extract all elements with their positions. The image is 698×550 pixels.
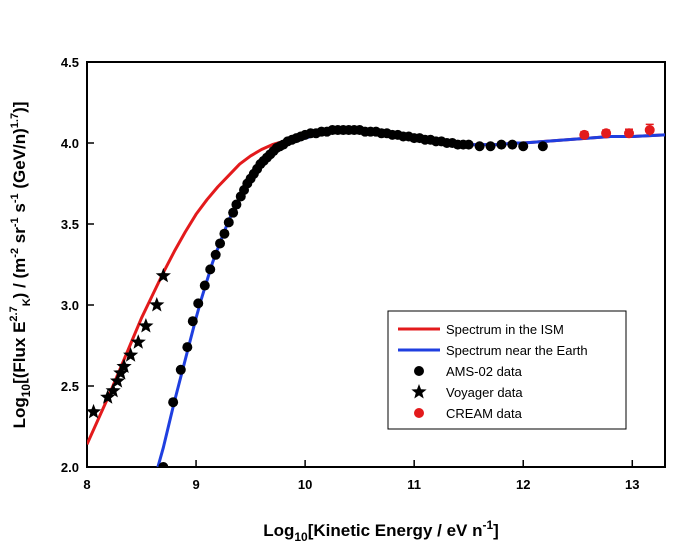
- plot-border: [86, 61, 666, 468]
- x-tick-label: 10: [298, 477, 312, 492]
- legend-label: Spectrum in the ISM: [446, 322, 564, 337]
- cream-data-point: [579, 129, 590, 140]
- ams02-data-point: [199, 280, 210, 291]
- legend-star-swatch: [411, 384, 427, 399]
- cream-data-point: [624, 128, 635, 139]
- ams02-data-point: [518, 141, 529, 152]
- x-tick-label: 13: [625, 477, 639, 492]
- legend-label: Spectrum near the Earth: [446, 343, 588, 358]
- y-axis-title: Log10[(Flux E2.7K) / (m-2 sr-1 s-1 (GeV/…: [8, 102, 33, 429]
- y-title-sup: 2.7: [8, 306, 20, 321]
- x-tick-label: 8: [83, 477, 90, 492]
- x-axis: 8 9 10 11 12 13: [83, 460, 640, 492]
- y-title-sup: 1.7: [9, 113, 21, 128]
- ams02-data-point: [223, 217, 234, 228]
- x-title-suffix: ]: [493, 521, 499, 540]
- ams02-data-point: [219, 228, 230, 239]
- voyager-data-point: [100, 389, 116, 404]
- voyager-data-point: [116, 358, 132, 374]
- legend-label: CREAM data: [446, 406, 523, 421]
- ams02-data-point: [228, 207, 239, 218]
- ams02-data-point: [182, 342, 193, 353]
- legend-label: AMS-02 data: [446, 364, 523, 379]
- y-title-sup: -2: [9, 248, 21, 258]
- voyager-data-point: [155, 267, 171, 283]
- ams02-data-point: [231, 199, 242, 210]
- x-title-prefix: Log: [263, 521, 294, 540]
- y-title-sub: 10: [19, 384, 33, 398]
- y-tick-label: 3.5: [61, 217, 79, 232]
- y-title-part: (GeV/n): [10, 128, 29, 193]
- y-title-part: sr: [10, 227, 29, 248]
- voyager-data-point: [149, 297, 165, 312]
- y-title-sup: -1: [9, 217, 21, 227]
- voyager-data-point: [138, 318, 154, 333]
- ams02-data-point: [474, 141, 485, 152]
- plot-frame: [86, 61, 666, 468]
- ams02-data-point: [168, 397, 179, 408]
- ams02-data-point: [507, 139, 518, 150]
- y-title-part: )]: [10, 102, 29, 113]
- ams02-data-point: [537, 141, 548, 152]
- y-tick-label: 2.0: [61, 460, 79, 475]
- y-tick-label: 4.5: [61, 55, 79, 70]
- y-title-part: s: [10, 203, 29, 217]
- ams02-data-point: [210, 249, 221, 260]
- y-title-sub: K: [21, 298, 33, 306]
- x-tick-label: 11: [407, 477, 421, 492]
- y-tick-label: 3.0: [61, 298, 79, 313]
- voyager-data-point: [87, 403, 102, 419]
- y-title-part: Log: [10, 397, 29, 428]
- legend-box: [387, 310, 627, 430]
- y-title-sup: -1: [9, 193, 21, 203]
- ams02-data-point: [485, 141, 496, 152]
- voyager-data-point: [113, 365, 129, 380]
- y-axis: 2.0 2.5 3.0 3.5 4.0 4.5: [61, 55, 94, 475]
- y-tick-label: 2.5: [61, 379, 79, 394]
- markers: [87, 123, 655, 467]
- x-title-sub: 10: [294, 530, 308, 544]
- legend-circle-swatch: [414, 366, 424, 376]
- voyager-data-point: [109, 373, 126, 388]
- ams02-data-point: [187, 316, 198, 327]
- ams02-data-point: [158, 462, 169, 467]
- legend: Spectrum in the ISM Spectrum near the Ear…: [387, 310, 627, 430]
- voyager-data-point: [130, 334, 146, 349]
- y-title-part: [(Flux E: [10, 322, 29, 384]
- x-title-main: [Kinetic Energy / eV n: [308, 521, 483, 540]
- legend-circle-swatch: [414, 408, 424, 418]
- y-title-part: ) / (m: [10, 258, 29, 299]
- x-title-sup: -1: [482, 518, 493, 532]
- cream-data-point: [601, 128, 612, 139]
- x-tick-label: 9: [192, 477, 199, 492]
- legend-label: Voyager data: [446, 385, 523, 400]
- y-tick-label: 4.0: [61, 136, 79, 151]
- ams02-data-point: [193, 298, 204, 309]
- voyager-data-point: [105, 382, 121, 398]
- x-tick-label: 12: [516, 477, 530, 492]
- ams02-data-point: [496, 139, 507, 150]
- ams02-data-point: [175, 364, 186, 375]
- voyager-data-point: [123, 347, 139, 362]
- ams02-data-point: [463, 139, 474, 150]
- cream-data-point: [644, 125, 655, 136]
- ams02-data-point: [215, 238, 226, 249]
- x-axis-title: Log10[Kinetic Energy / eV n-1]: [263, 518, 499, 544]
- ams02-data-point: [205, 264, 216, 275]
